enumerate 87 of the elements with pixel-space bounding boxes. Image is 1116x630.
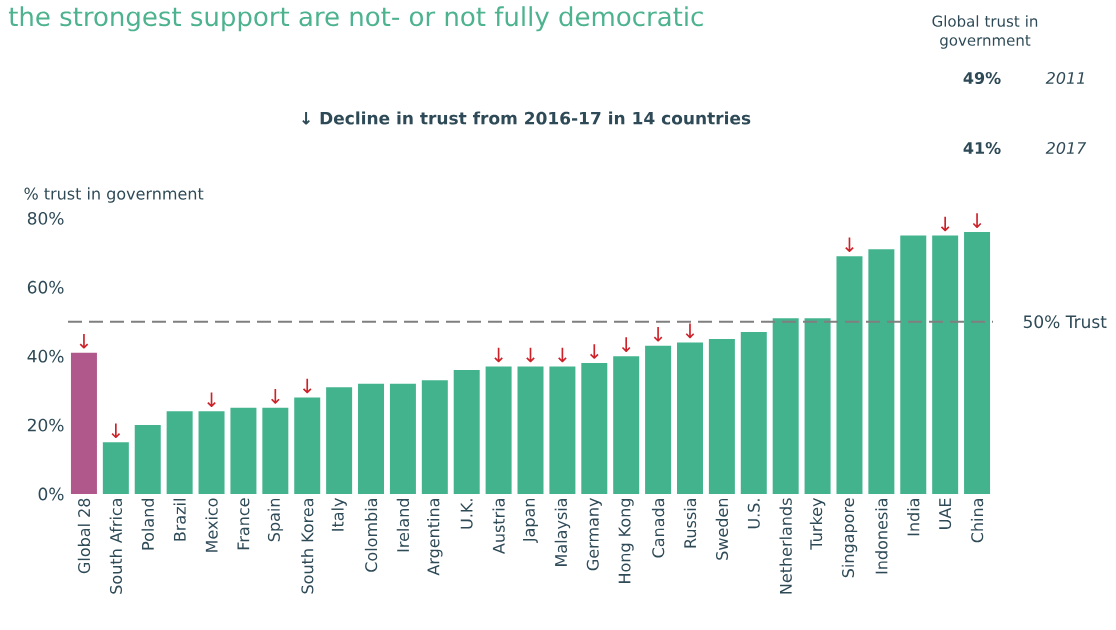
bar xyxy=(485,366,512,494)
annotation: ↓ xyxy=(845,237,854,253)
x-tick-label: Mexico xyxy=(205,498,218,552)
bar xyxy=(676,342,703,494)
text: 2011 xyxy=(1045,71,1084,85)
x-tick-label: Netherlands xyxy=(779,498,792,594)
annotation: ↓ xyxy=(653,326,663,342)
annotation: ↓ xyxy=(590,344,599,359)
chart-title: the strongest support are not- or not fully democratic xyxy=(8,6,703,32)
bar xyxy=(421,380,448,494)
bar xyxy=(166,411,193,494)
bar xyxy=(198,411,225,494)
x-tick-label: Italy xyxy=(331,498,347,531)
annotation: ↓ xyxy=(526,347,535,363)
x-tick-label: Singapore xyxy=(841,498,858,578)
bar xyxy=(102,442,129,494)
annotation: ↓ xyxy=(111,423,121,439)
bar xyxy=(868,249,895,494)
x-tick-label: Spain xyxy=(267,498,284,542)
x-tick-label: Global 28 xyxy=(77,498,91,574)
bar xyxy=(517,366,544,494)
chart-subtitle: ↓ Decline in trust from 2016-17 in 14 countries xyxy=(302,111,751,125)
bar xyxy=(740,332,767,494)
bar xyxy=(645,345,672,494)
x-tick-label: South Africa xyxy=(109,498,123,594)
annotation: ↓ xyxy=(302,378,312,394)
bar xyxy=(836,256,863,494)
bar xyxy=(230,407,257,494)
bar xyxy=(708,338,735,494)
x-tick-label: Germany xyxy=(586,498,602,571)
bar xyxy=(900,235,927,494)
y-axis-title: % trust in government xyxy=(24,187,204,203)
x-tick-label: Indonesia xyxy=(875,498,888,574)
x-tick-label: Canada xyxy=(651,498,665,558)
annotation: ↓ xyxy=(940,216,950,232)
x-tick-label: U.K. xyxy=(460,499,473,529)
bar xyxy=(70,352,97,494)
x-tick-label: Colombia xyxy=(364,498,378,572)
y-tick-label: 20% xyxy=(27,418,64,432)
y-tick-label: 40% xyxy=(27,349,64,363)
x-tick-label: Russia xyxy=(683,498,697,548)
y-tick-label: 0% xyxy=(38,487,64,501)
x-tick-label: Japan xyxy=(523,498,538,543)
x-tick-label: Brazil xyxy=(173,499,186,541)
bar xyxy=(804,318,831,494)
bar xyxy=(294,397,321,494)
x-tick-label: Hong Kong xyxy=(618,498,634,583)
text: 49% xyxy=(963,71,1001,85)
annotation: ↓ xyxy=(972,213,982,228)
bar xyxy=(326,387,353,494)
annotation: ↓ xyxy=(494,347,503,363)
x-tick-label: Argentina xyxy=(427,498,443,576)
annotation: ↓ xyxy=(271,389,280,404)
bar xyxy=(262,407,289,494)
bar xyxy=(613,356,640,494)
x-tick-label: UAE xyxy=(939,498,952,529)
x-tick-label: Ireland xyxy=(396,498,410,552)
bar xyxy=(549,366,576,494)
annotation: ↓ xyxy=(621,337,631,352)
ref-line-label: 50% Trust xyxy=(1023,315,1107,329)
bar xyxy=(964,232,991,494)
y-tick-label: 60% xyxy=(27,280,64,294)
x-tick-label: South Korea xyxy=(301,498,314,594)
bar xyxy=(453,369,480,494)
annotation: ↓ xyxy=(558,347,567,363)
text: 41% xyxy=(963,141,1001,155)
x-tick-label: Sweden xyxy=(715,498,729,560)
x-tick-label: India xyxy=(907,498,920,536)
x-tick-label: U.S. xyxy=(747,499,760,529)
x-tick-label: Austria xyxy=(492,498,505,554)
bar xyxy=(358,383,385,494)
bar xyxy=(772,318,799,494)
text: 2017 xyxy=(1045,141,1087,155)
x-tick-label: Turkey xyxy=(809,498,826,550)
annotation: ↓ xyxy=(685,323,695,339)
annotation: ↓ xyxy=(79,333,89,349)
bar xyxy=(389,383,416,494)
text: Global trust in government xyxy=(932,15,1038,49)
bar xyxy=(581,363,608,494)
x-tick-label: China xyxy=(970,498,984,543)
bar xyxy=(134,425,161,494)
x-tick-label: France xyxy=(237,498,250,550)
x-tick-label: Poland xyxy=(141,498,154,550)
bar xyxy=(932,235,959,494)
y-tick-label: 80% xyxy=(27,211,64,225)
x-tick-label: Malaysia xyxy=(554,498,571,566)
annotation: ↓ xyxy=(207,392,216,408)
